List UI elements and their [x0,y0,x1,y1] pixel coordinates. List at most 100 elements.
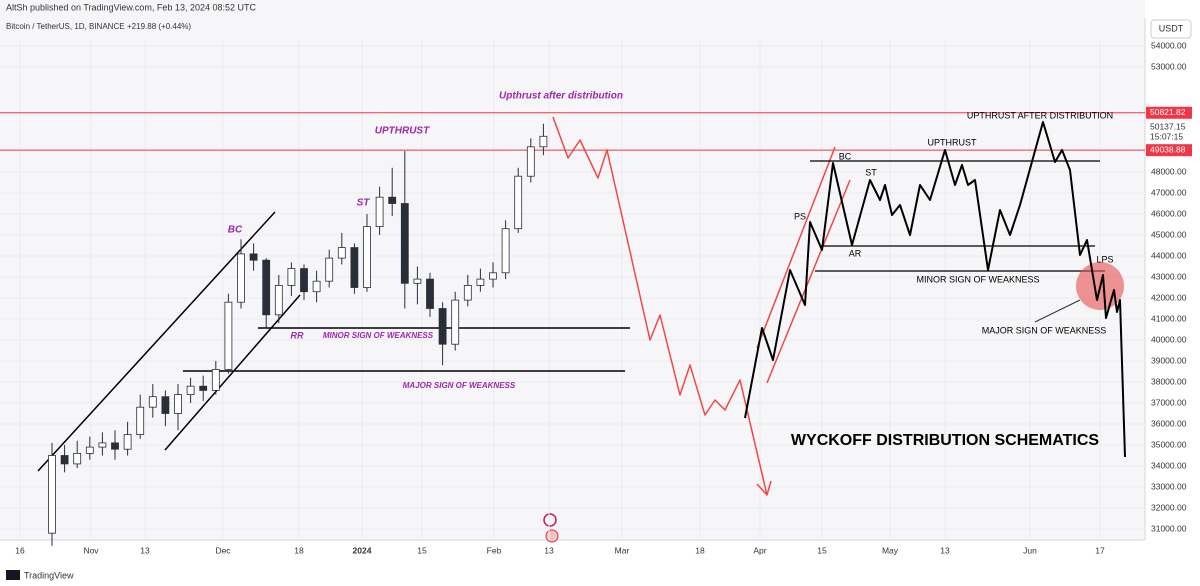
y-tick-label: 40000.00 [1151,334,1187,344]
annotation: Upthrust after distribution [499,91,623,102]
x-tick-label: May [882,545,899,555]
candle-body [489,272,497,280]
y-tick-label: 43000.00 [1151,271,1187,281]
symbol: Bitcoin / TetherUS, 1D, BINANCE [6,22,125,31]
candle-body [174,394,182,414]
event-icon [543,513,557,527]
y-tick-label: 38000.00 [1151,376,1187,386]
price-tag-label: 50821.82 [1150,107,1186,117]
currency-box [1150,19,1192,39]
candle-body [539,135,548,148]
y-tick-label: 53000.00 [1151,61,1187,71]
candle-body [426,278,434,309]
candle-body [237,253,245,303]
x-tick-label: 15 [817,545,827,555]
annotation: WYCKOFF DISTRIBUTION SCHEMATICS [791,432,1099,449]
x-tick-label: Feb [487,545,502,555]
publisher: AltSh published on TradingView.com, Feb … [6,2,256,12]
annotation: ST [357,198,371,209]
projection-arrow [756,480,772,496]
annotation: BC [839,151,852,161]
currency: USDT [1159,23,1184,33]
x-tick-label: 17 [1095,545,1105,555]
price-tag [1146,144,1192,157]
y-tick-label: 47000.00 [1151,187,1187,197]
candle-body [73,452,82,465]
x-tick-label: Apr [753,545,766,555]
y-tick-label: 44000.00 [1151,250,1187,260]
x-tick-label: Mar [615,545,630,555]
pointer-line [1034,299,1081,323]
annotation: PS [794,211,806,221]
candle-body [262,259,271,316]
annotation: ST [865,167,877,177]
countdown-label: 15:07:15 [1150,131,1183,141]
annotation: MINOR SIGN OF WEAKNESS [916,274,1039,284]
y-tick-label: 48000.00 [1151,166,1187,176]
x-tick-label: 18 [695,545,705,555]
annotation: AR [849,248,862,258]
candle-body [199,385,208,391]
candle-body [388,196,397,204]
candle-body [526,146,535,177]
annotation: LPS [1096,254,1113,264]
candle-body [337,247,346,259]
x-tick-label: 2024 [353,545,372,555]
y-tick-label: 33000.00 [1151,481,1187,491]
candle-body [136,406,145,435]
schematic-channel [756,146,836,349]
candle-body [375,196,384,227]
y-tick-label: 36000.00 [1151,418,1187,428]
candle-body [400,203,409,284]
x-tick-label: Dec [215,545,231,555]
annotation: RR [291,330,304,340]
candle-body [451,299,460,345]
brand-logo [6,570,20,580]
x-tick-label: 13 [544,545,554,555]
candle-body [211,368,220,391]
y-tick-label: 42000.00 [1151,292,1187,302]
candle-body [287,268,296,286]
trend-line [37,211,276,472]
candle-body [300,268,308,293]
x-tick-label: 13 [940,545,950,555]
candle-body [501,228,510,274]
y-tick-label: 41000.00 [1151,313,1187,323]
candle-body [476,278,485,286]
y-tick-label: 46000.00 [1151,208,1187,218]
candle-body [363,226,371,288]
x-tick-label: Jun [1023,545,1037,555]
annotation: MAJOR SIGN OF WEAKNESS [982,325,1107,335]
candle-body [161,396,170,414]
candle-body [274,284,283,316]
annotation: UPTHRUST AFTER DISTRIBUTION [967,110,1113,120]
x-tick-label: Nov [83,545,99,555]
schematic-channel [766,179,851,384]
annotation: BC [228,225,243,236]
trend-line [164,294,301,451]
candle-body [325,257,334,282]
annotation: UPTHRUST [928,137,978,147]
brand: TradingView [24,570,74,580]
last-price-label: 50137.15 [1150,121,1186,131]
y-tick-label: 32000.00 [1151,502,1187,512]
annotation: UPTHRUST [375,126,430,137]
candle-body [312,280,321,293]
x-tick-label: 15 [417,545,427,555]
price-tag-label: 49038.88 [1150,144,1186,154]
price-tag [1146,106,1192,119]
candle-body [249,253,258,261]
candle-body [98,442,107,448]
y-tick-label: 31000.00 [1151,523,1187,533]
change: +219.88 (+0.44%) [127,22,191,31]
candle-body [123,434,132,450]
annotation: MAJOR SIGN OF WEAKNESS [403,381,516,390]
candle-body [186,385,195,396]
candle-body [463,284,472,301]
projection-path [552,116,768,496]
candle-body [413,278,422,284]
candle-body [60,455,69,465]
y-tick-label: 37000.00 [1151,397,1187,407]
